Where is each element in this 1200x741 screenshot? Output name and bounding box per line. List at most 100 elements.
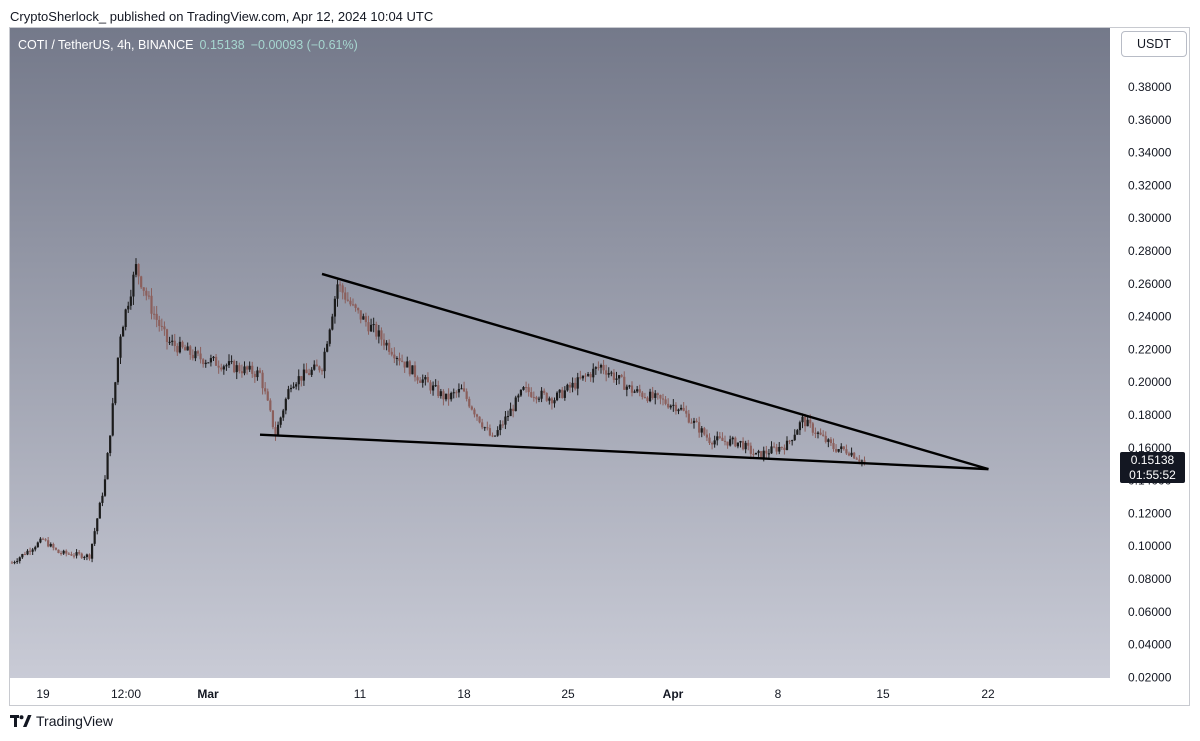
candle [586,372,590,377]
candle [455,390,458,398]
candle [333,296,337,324]
candle [251,361,254,378]
candle [248,361,251,372]
price-tick-label: 0.12000 [1128,506,1172,520]
candle [297,369,300,391]
candle [21,553,24,559]
candle [23,551,27,556]
candle [806,416,809,427]
price-tick-label: 0.02000 [1128,670,1172,684]
currency-button[interactable]: USDT [1121,31,1187,57]
candle [75,549,78,559]
candle [171,334,174,346]
candle [530,387,533,399]
symbol-legend: COTI / TetherUS, 4h, BINANCE 0.15138 −0.00… [18,38,358,52]
candle [276,421,280,437]
candle [752,448,755,458]
candle [581,375,585,381]
price-axis: 0.38000 0.36000 0.34000 0.32000 0.30000 0.280… [1128,80,1172,684]
candle [220,363,223,372]
candle [269,398,272,412]
candle [129,289,132,310]
candle [610,370,613,377]
candle [109,435,112,457]
candle [31,547,34,556]
candle [132,271,135,305]
candle [537,396,541,403]
time-axis-panel [10,678,1189,705]
candle [431,381,435,396]
time-tick-label: 12:00 [111,687,141,701]
candle [553,397,556,408]
candle [736,442,740,449]
candle [636,385,639,394]
candle [199,346,202,364]
candle [517,393,520,402]
candle [385,340,388,351]
candle [654,390,657,405]
candle [824,431,827,444]
candle [677,408,680,415]
price-change: −0.00093 (−0.61%) [250,38,358,52]
price-chart[interactable]: 0.38000 0.36000 0.34000 0.32000 0.30000 0.280… [10,28,1190,706]
candle [295,382,298,390]
candle [641,391,644,400]
tradingview-logo[interactable]: TradingView [10,713,113,729]
candle [842,446,845,451]
candle [78,550,81,556]
candle [695,418,698,423]
candle [158,315,161,332]
candle [111,397,114,437]
candle [101,492,104,507]
candle [429,380,432,394]
candle [344,287,347,304]
time-tick-label: 18 [457,687,471,701]
candle [535,395,538,404]
candle [488,424,492,437]
candle [411,365,414,375]
candle [284,397,287,415]
candle [168,336,171,345]
candle [439,388,442,399]
candle [646,396,649,403]
time-tick-label: 19 [36,687,50,701]
candle [785,436,789,451]
candle [543,388,546,395]
candle [827,438,830,448]
candle [731,436,734,445]
candle [212,356,215,362]
candle [607,367,610,378]
candle [651,386,654,400]
candle [822,430,825,437]
price-tick-label: 0.06000 [1128,605,1172,619]
candle [599,363,603,374]
candle [475,413,479,421]
candle [413,361,417,382]
candle [716,431,719,446]
candle [155,305,158,328]
candle [597,361,600,371]
price-tick-label: 0.04000 [1128,638,1172,652]
trendline[interactable] [321,272,989,471]
candle [589,371,592,382]
candle [380,327,383,346]
candle [54,547,58,551]
candle [204,359,207,368]
candle [372,317,375,333]
candle [127,301,130,313]
price-tick-label: 0.18000 [1128,408,1172,422]
price-tick-label: 0.38000 [1128,80,1172,94]
candle [18,556,21,564]
candle [638,384,641,397]
candle [142,287,145,297]
candle [522,386,525,391]
candle [338,281,342,292]
candle [191,349,194,361]
price-axis-panel [1110,28,1189,678]
candle [568,381,572,393]
candle [796,428,799,435]
trendline[interactable] [259,433,989,471]
candle [592,363,595,383]
price-tick-label: 0.16000 [1128,441,1172,455]
candle [667,398,670,409]
